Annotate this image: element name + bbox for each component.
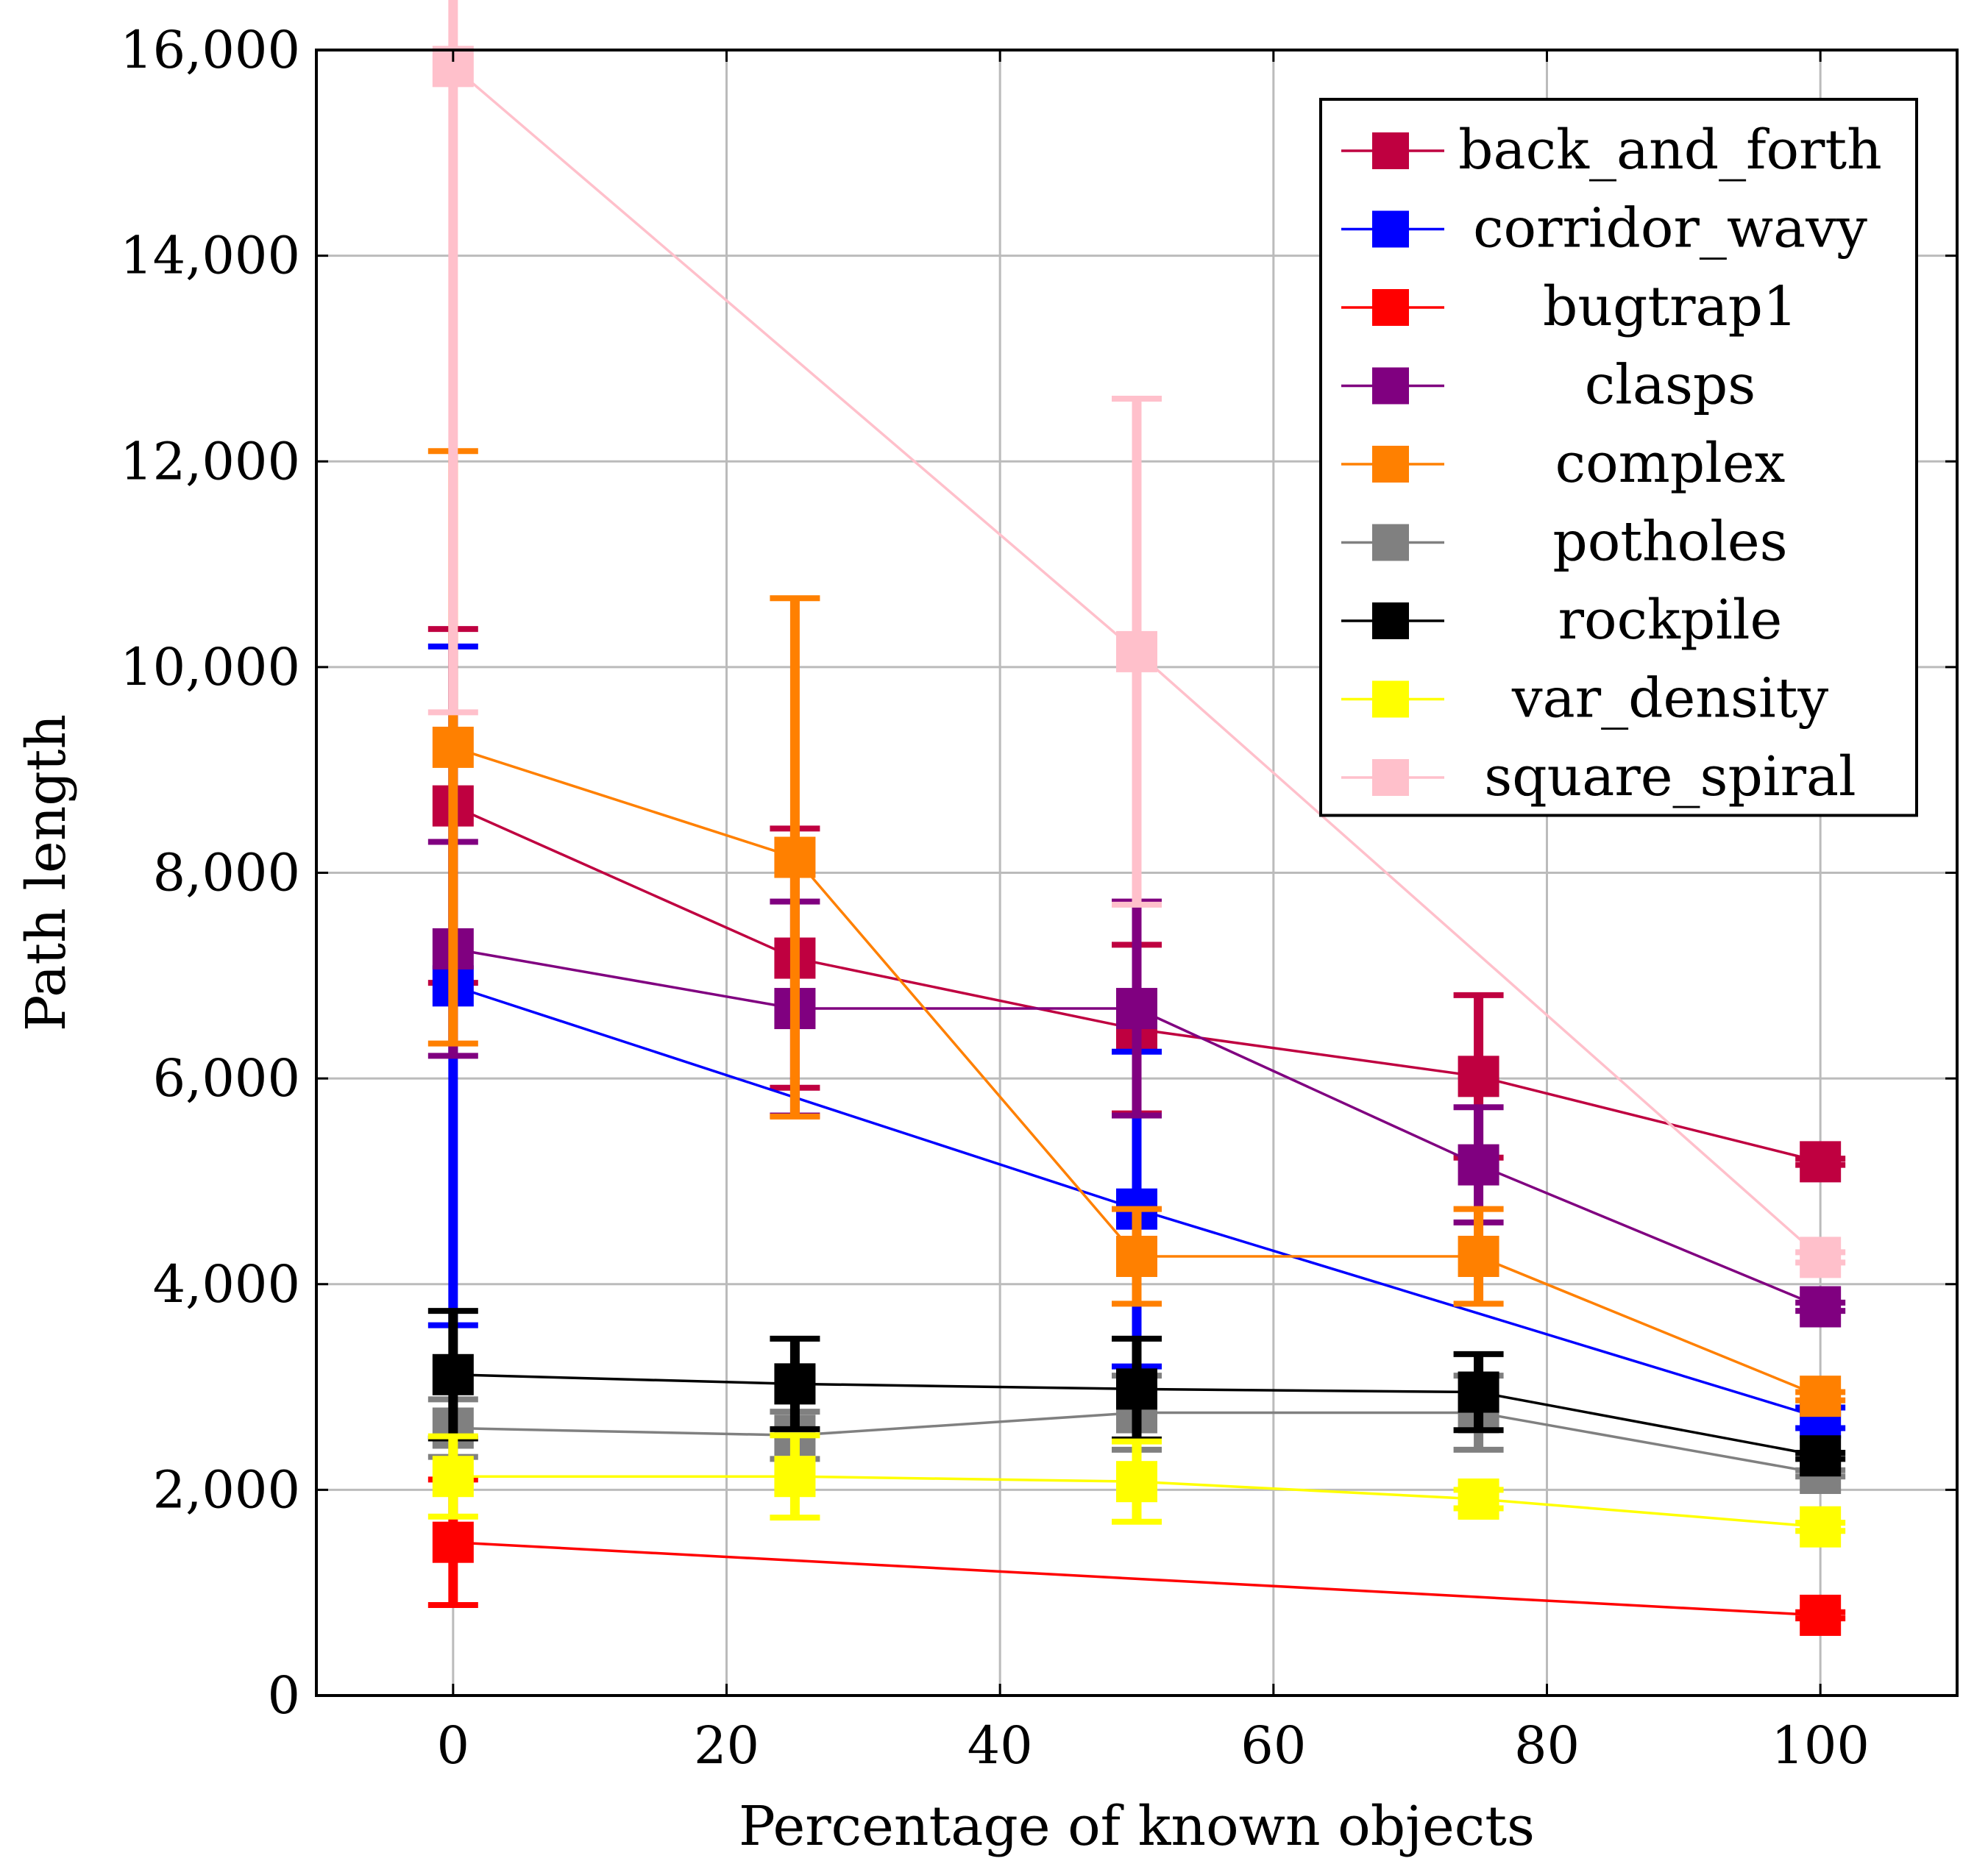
- data-point: [1458, 1371, 1499, 1413]
- y-tick-label: 14,000: [120, 226, 300, 286]
- data-point: [432, 726, 474, 768]
- x-tick-label: 20: [694, 1715, 759, 1776]
- data-point: [1458, 1478, 1499, 1520]
- data-point: [1800, 1594, 1842, 1636]
- legend-swatch-marker: [1372, 446, 1409, 483]
- legend-item-complex: complex: [1341, 432, 1785, 495]
- legend-label: clasps: [1585, 354, 1756, 417]
- y-tick-label: 6,000: [153, 1048, 300, 1109]
- y-tick-label: 10,000: [120, 637, 300, 697]
- data-point: [1116, 1236, 1157, 1278]
- legend-label: bugtrap1: [1543, 275, 1797, 338]
- y-tick-label: 2,000: [153, 1459, 300, 1520]
- series-line-bugtrap1: [452, 1540, 1821, 1617]
- legend-swatch-marker: [1372, 602, 1409, 639]
- data-point: [1458, 1144, 1499, 1186]
- y-tick-label: 8,000: [153, 843, 300, 903]
- legend-label: complex: [1555, 432, 1786, 495]
- tick-labels: 0 20 40 60 80 100 0 2,000 4,000 6,000 8,000 10,000 1…: [120, 20, 1870, 1776]
- legend-item-var-density: var_density: [1341, 667, 1828, 730]
- data-point: [1458, 1056, 1499, 1097]
- legend-swatch-marker: [1372, 210, 1409, 248]
- legend-swatch-marker: [1372, 680, 1409, 718]
- series-complex: [427, 448, 1846, 1417]
- x-tick-label: 40: [968, 1715, 1033, 1776]
- y-tick-label: 16,000: [120, 20, 300, 80]
- legend-item-clasps: clasps: [1341, 354, 1756, 417]
- x-axis-title: Percentage of known objects: [739, 1795, 1535, 1858]
- legend: back_and_forth corridor_wavy bugtrap1 clasp…: [1319, 98, 1918, 817]
- legend-swatch-marker: [1372, 132, 1409, 169]
- series-rockpile: [427, 1308, 1846, 1477]
- data-point: [1800, 1435, 1842, 1477]
- series-square-spiral: [427, 0, 1846, 1278]
- legend-label: var_density: [1511, 667, 1829, 730]
- legend-swatch-marker: [1372, 367, 1409, 405]
- data-point: [774, 1456, 816, 1498]
- data-point: [1116, 630, 1157, 672]
- legend-item-bugtrap1: bugtrap1: [1341, 275, 1797, 338]
- legend-label: potholes: [1552, 510, 1787, 574]
- legend-item-square-spiral: square_spiral: [1341, 745, 1856, 808]
- x-tick-label: 0: [437, 1715, 470, 1776]
- data-point: [1800, 1376, 1842, 1417]
- axis-ticks: [316, 49, 1957, 1697]
- series-layer: [427, 0, 1846, 1636]
- legend-swatch-marker: [1372, 289, 1409, 326]
- data-point: [1800, 1237, 1842, 1278]
- data-point: [432, 1456, 474, 1498]
- data-point: [774, 1363, 816, 1405]
- data-point: [774, 836, 816, 878]
- legend-item-back-and-forth: back_and_forth: [1341, 118, 1882, 182]
- y-tick-label: 0: [267, 1665, 300, 1726]
- legend-item-potholes: potholes: [1341, 510, 1788, 574]
- data-point: [432, 1353, 474, 1395]
- x-tick-label: 100: [1771, 1715, 1870, 1776]
- series-var-density: [427, 1432, 1846, 1548]
- x-tick-label: 80: [1514, 1715, 1580, 1776]
- legend-item-rockpile: rockpile: [1341, 588, 1782, 652]
- legend-label: square_spiral: [1484, 745, 1856, 808]
- data-point: [1116, 1461, 1157, 1503]
- data-point: [1800, 1286, 1842, 1328]
- data-point: [1116, 1368, 1157, 1410]
- data-point: [432, 1521, 474, 1563]
- x-tick-label: 60: [1240, 1715, 1306, 1776]
- y-tick-label: 12,000: [120, 431, 300, 491]
- data-point: [1800, 1506, 1842, 1548]
- legend-swatch-marker: [1372, 759, 1409, 796]
- data-point: [1800, 1141, 1842, 1183]
- data-point: [1458, 1236, 1499, 1278]
- y-axis-title: Path length: [15, 714, 78, 1031]
- legend-label: corridor_wavy: [1473, 197, 1867, 260]
- legend-box: [1319, 98, 1918, 817]
- y-tick-label: 4,000: [153, 1254, 300, 1314]
- legend-item-corridor-wavy: corridor_wavy: [1341, 197, 1867, 260]
- legend-label: back_and_forth: [1458, 118, 1882, 182]
- legend-swatch-marker: [1372, 524, 1409, 561]
- data-point: [1116, 988, 1157, 1030]
- legend-label: rockpile: [1558, 588, 1783, 652]
